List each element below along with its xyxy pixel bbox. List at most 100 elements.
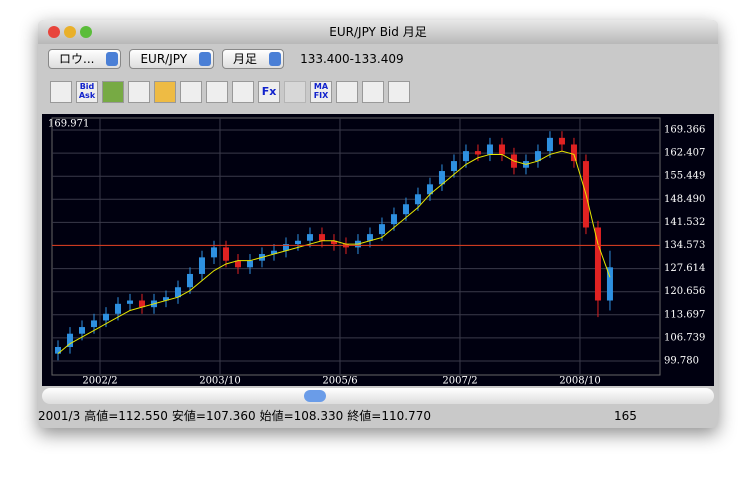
candle-body	[198, 257, 205, 274]
icon-label: MA	[313, 82, 329, 91]
print-tool[interactable]	[388, 81, 410, 103]
quote: 133.400-133.409	[300, 52, 404, 66]
x-tick-label: 2003/10	[199, 376, 241, 387]
icon-label: Bid	[79, 82, 95, 91]
candle-body	[390, 214, 397, 225]
y-tick-label: 99.780	[664, 355, 699, 366]
status-text: 165	[614, 409, 637, 423]
candle-body	[114, 303, 121, 314]
candle-tool[interactable]	[180, 81, 202, 103]
candle-body	[318, 234, 325, 241]
title-bar: EUR/JPY Bid 月足	[38, 20, 718, 44]
icon-label: Ask	[78, 91, 96, 100]
x-tick-label: 2002/2	[82, 376, 117, 387]
popup-menu[interactable]: ロウ...	[48, 49, 122, 69]
minimize-button[interactable]	[64, 26, 76, 38]
moving-average	[57, 150, 611, 355]
candle-body	[558, 137, 565, 145]
candle-body	[414, 194, 421, 205]
candle-body	[498, 144, 505, 155]
candle-body	[54, 346, 61, 354]
status-bar: 2001/3 高値=112.550 安値=107.360 始値=108.330 終値=1…	[38, 406, 718, 426]
candle-body	[306, 234, 313, 241]
x-tick-label: 2005/6	[322, 376, 357, 387]
candle-body	[330, 240, 337, 245]
candle-body	[474, 151, 481, 155]
y-tick-label: 106.739	[664, 332, 705, 343]
candle-body	[246, 260, 253, 268]
candle-body	[378, 224, 385, 235]
candle-body	[606, 267, 613, 301]
y-tick-label: 162.407	[664, 148, 705, 159]
candle-body	[186, 273, 193, 288]
candle-body	[282, 244, 289, 251]
candle-body	[462, 151, 469, 162]
bid-ask-tool[interactable]: Bid Ask	[76, 81, 98, 103]
tool-icons: Bid Ask Fx MA FIX	[50, 78, 410, 106]
candle-body	[534, 151, 541, 162]
chart-background	[42, 114, 714, 386]
scroll-thumb[interactable]	[304, 390, 326, 402]
candle-body	[546, 137, 553, 152]
candle-body	[126, 300, 133, 304]
candle-body	[294, 240, 301, 245]
candle-body	[78, 327, 85, 334]
candle-tool[interactable]	[206, 81, 228, 103]
candle-body	[102, 313, 109, 321]
x-tick-label: 2008/10	[559, 376, 601, 387]
candle-body	[162, 297, 169, 301]
candle-body	[174, 287, 181, 298]
y-tick-label: 141.532	[664, 217, 705, 228]
candle-body	[402, 204, 409, 215]
candle-body	[270, 250, 277, 255]
window: EUR/JPY Bid 月足 ロウ... EUR/JPY 月足 133.400-…	[38, 20, 718, 428]
ma-fix-tool[interactable]: MA FIX	[310, 81, 332, 103]
scrollbar[interactable]	[42, 388, 714, 404]
status-text: 始値=108.330	[259, 409, 344, 423]
candle-tool[interactable]	[232, 81, 254, 103]
candle-body	[138, 300, 145, 308]
candle-body	[90, 320, 97, 328]
toolbar: ロウ... EUR/JPY 月足 133.400-133.409	[48, 48, 404, 70]
disabled-tool	[284, 81, 306, 103]
status-text: 2001/3	[38, 409, 81, 423]
candle-body	[66, 333, 73, 347]
candle-tool[interactable]	[336, 81, 358, 103]
candle-body	[594, 227, 601, 301]
y-tick-label: 148.490	[664, 194, 705, 205]
status-text: 安値=107.360	[171, 409, 256, 423]
status-text: 高値=112.550	[84, 409, 168, 423]
corner-label: 169.971	[48, 119, 89, 130]
plot-frame	[51, 117, 661, 376]
y-tick-label: 120.656	[664, 286, 705, 297]
close-button[interactable]	[48, 26, 60, 38]
candle-body	[366, 234, 373, 241]
y-tick-label: 155.449	[664, 171, 705, 182]
candle-body	[234, 260, 241, 268]
candle-body	[450, 161, 457, 172]
popup-menu[interactable]: 月足	[222, 49, 285, 69]
candle-tool[interactable]	[154, 81, 176, 103]
y-tick-label: 113.697	[664, 309, 705, 320]
candle-body	[426, 184, 433, 195]
candle-body	[222, 247, 229, 261]
chart-tool[interactable]	[102, 81, 124, 103]
zoom-button[interactable]	[80, 26, 92, 38]
x-tick-label: 2007/2	[442, 376, 477, 387]
y-tick-label: 169.366	[664, 124, 705, 135]
window-title: EUR/JPY Bid 月足	[329, 25, 427, 39]
y-tick-label: 127.614	[664, 263, 705, 274]
hand-tool[interactable]	[50, 81, 72, 103]
line-tool[interactable]	[128, 81, 150, 103]
y-tick-label: 134.573	[664, 240, 705, 251]
candle-body	[486, 144, 493, 155]
status-text: 終値=110.770	[347, 409, 431, 423]
candle-body	[570, 144, 577, 162]
popup-menu[interactable]: EUR/JPY	[129, 49, 215, 69]
candle-body	[210, 247, 217, 258]
icon-label: FIX	[313, 91, 329, 100]
fx-tool[interactable]: Fx	[258, 81, 280, 103]
pen-tool[interactable]	[362, 81, 384, 103]
chart: 169.971 99.780 106.739 113.697 120.656 127.6…	[42, 114, 714, 386]
